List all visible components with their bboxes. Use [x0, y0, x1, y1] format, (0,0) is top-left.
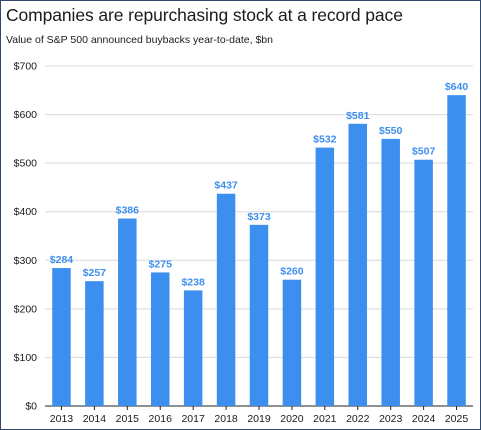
x-tick-label: 2015 — [116, 413, 140, 425]
chart-title: Companies are repurchasing stock at a re… — [6, 5, 403, 25]
bar — [52, 268, 71, 406]
y-tick-label: $200 — [14, 303, 38, 315]
data-label: $260 — [280, 266, 304, 278]
x-tick-label: 2023 — [379, 413, 403, 425]
bar — [348, 123, 368, 407]
x-tick-label: 2013 — [50, 413, 74, 425]
bar — [216, 193, 236, 406]
x-tick-label: 2014 — [83, 413, 107, 425]
chart-subtitle: Value of S&P 500 announced buybacks year… — [6, 34, 273, 46]
x-tick-label: 2024 — [412, 413, 436, 425]
data-label: $532 — [313, 134, 337, 146]
x-tick-label: 2020 — [280, 413, 304, 425]
data-label: $238 — [181, 276, 205, 288]
x-tick-label: 2019 — [247, 413, 271, 425]
data-label: $437 — [214, 180, 238, 192]
data-label: $373 — [247, 211, 271, 223]
x-tick-label: 2018 — [214, 413, 238, 425]
y-tick-label: $300 — [14, 255, 38, 267]
y-tick-label: $500 — [14, 158, 38, 170]
bar — [447, 95, 466, 407]
bar — [315, 147, 335, 406]
bar — [118, 218, 137, 406]
y-tick-label: $600 — [14, 109, 38, 121]
y-tick-label: $0 — [25, 401, 37, 413]
bar — [150, 272, 170, 406]
y-tick-label: $100 — [14, 352, 38, 364]
bar — [183, 290, 203, 406]
data-label: $257 — [83, 267, 107, 279]
x-tick-label: 2025 — [445, 413, 469, 425]
x-tick-label: 2016 — [149, 413, 173, 425]
data-label: $284 — [50, 254, 74, 266]
x-tick-label: 2017 — [181, 413, 205, 425]
x-tick-label: 2021 — [313, 413, 337, 425]
y-tick-label: $700 — [14, 61, 38, 73]
bar — [249, 224, 269, 406]
y-tick-label: $400 — [14, 206, 38, 218]
data-label: $507 — [412, 146, 436, 158]
data-label: $386 — [116, 205, 140, 217]
data-label: $550 — [379, 125, 403, 137]
data-label: $640 — [445, 81, 469, 93]
bar — [282, 279, 302, 406]
bar — [85, 281, 104, 406]
data-label: $275 — [149, 258, 173, 270]
x-tick-label: 2022 — [346, 413, 370, 425]
data-label: $581 — [346, 110, 370, 122]
bar — [381, 138, 400, 406]
bar — [414, 159, 433, 406]
